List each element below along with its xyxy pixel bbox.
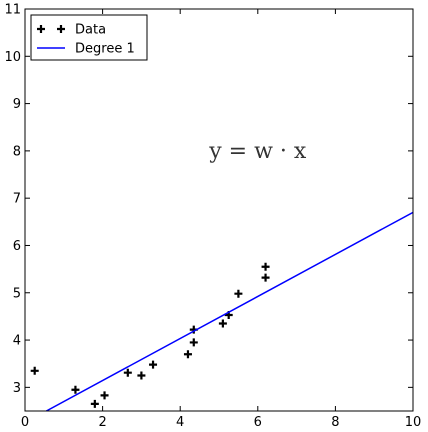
y-tick-label: 7 xyxy=(13,192,21,207)
data-point-marker xyxy=(261,262,270,271)
y-tick-label: 5 xyxy=(13,286,21,301)
x-tick-label: 8 xyxy=(331,415,339,430)
data-point-marker xyxy=(149,360,158,369)
y-tick-label: 3 xyxy=(13,381,21,396)
legend: Data Degree 1 xyxy=(30,14,148,61)
y-tick-label: 11 xyxy=(4,3,21,18)
plot-area: y = w · x xyxy=(30,139,413,411)
plot-content: y = w · x xyxy=(30,139,413,411)
legend-entry: Data xyxy=(37,23,106,38)
plot-frame xyxy=(24,8,414,412)
fit-line xyxy=(45,211,413,411)
data-point xyxy=(218,319,227,328)
data-point xyxy=(100,391,109,400)
data-point xyxy=(30,366,39,375)
data-point-marker xyxy=(137,371,146,380)
data-point xyxy=(123,368,132,377)
data-point xyxy=(149,360,158,369)
data-point-marker xyxy=(189,338,198,347)
data-point xyxy=(137,371,146,380)
data-point xyxy=(183,350,192,359)
axes: 0 2 4 6 8 10 3 4 5 6 7 8 9 10 11 xyxy=(4,3,421,431)
data-point-marker xyxy=(30,366,39,375)
y-tick-label: 9 xyxy=(13,97,21,112)
x-tick-label: 4 xyxy=(176,415,184,430)
y-tick-label: 8 xyxy=(13,144,21,159)
data-point-marker xyxy=(261,273,270,282)
x-tick-label: 10 xyxy=(405,415,422,430)
data-point xyxy=(234,289,243,298)
legend-entry: Degree 1 xyxy=(37,42,135,57)
data-point-marker xyxy=(100,391,109,400)
data-point xyxy=(261,262,270,271)
data-point xyxy=(261,273,270,282)
data-point-marker xyxy=(183,350,192,359)
legend-label: Data xyxy=(75,23,106,38)
equation-annotation: y = w · x xyxy=(208,139,307,164)
data-point-marker xyxy=(90,399,99,408)
data-point xyxy=(189,338,198,347)
data-point xyxy=(71,385,80,394)
legend-box xyxy=(30,14,148,61)
y-tick-label: 10 xyxy=(4,50,21,65)
y-tick-label: 4 xyxy=(13,334,21,349)
legend-marker-swatch xyxy=(57,25,65,33)
legend-marker-swatch xyxy=(37,25,45,33)
x-tick-label: 2 xyxy=(98,415,106,430)
data-point xyxy=(90,399,99,408)
x-tick-label: 6 xyxy=(254,415,262,430)
data-point-marker xyxy=(218,319,227,328)
legend-label: Degree 1 xyxy=(75,42,135,57)
y-tick-label: 6 xyxy=(13,239,21,254)
data-point-marker xyxy=(234,289,243,298)
x-tick-label: 0 xyxy=(21,415,29,430)
data-point-marker xyxy=(123,368,132,377)
data-point-marker xyxy=(71,385,80,394)
